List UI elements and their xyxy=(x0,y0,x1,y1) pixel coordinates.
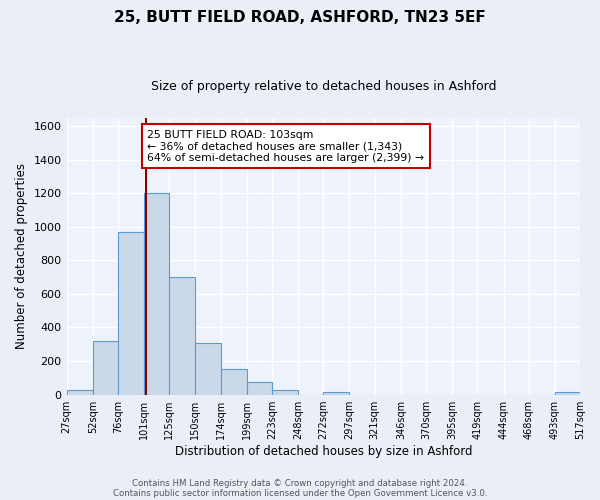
X-axis label: Distribution of detached houses by size in Ashford: Distribution of detached houses by size … xyxy=(175,444,472,458)
Text: 25, BUTT FIELD ROAD, ASHFORD, TN23 5EF: 25, BUTT FIELD ROAD, ASHFORD, TN23 5EF xyxy=(114,10,486,25)
Bar xyxy=(196,342,221,394)
Title: Size of property relative to detached houses in Ashford: Size of property relative to detached ho… xyxy=(151,80,496,93)
Bar xyxy=(272,390,298,394)
Y-axis label: Number of detached properties: Number of detached properties xyxy=(15,163,28,349)
Bar xyxy=(118,232,144,394)
Text: 25 BUTT FIELD ROAD: 103sqm
← 36% of detached houses are smaller (1,343)
64% of s: 25 BUTT FIELD ROAD: 103sqm ← 36% of deta… xyxy=(147,130,424,162)
Bar xyxy=(144,194,169,394)
Bar xyxy=(221,370,247,394)
Text: Contains HM Land Registry data © Crown copyright and database right 2024.: Contains HM Land Registry data © Crown c… xyxy=(132,478,468,488)
Bar xyxy=(323,392,349,394)
Bar xyxy=(555,392,580,394)
Bar xyxy=(247,382,272,394)
Bar xyxy=(169,277,196,394)
Bar xyxy=(67,390,93,394)
Text: Contains public sector information licensed under the Open Government Licence v3: Contains public sector information licen… xyxy=(113,488,487,498)
Bar xyxy=(93,341,118,394)
